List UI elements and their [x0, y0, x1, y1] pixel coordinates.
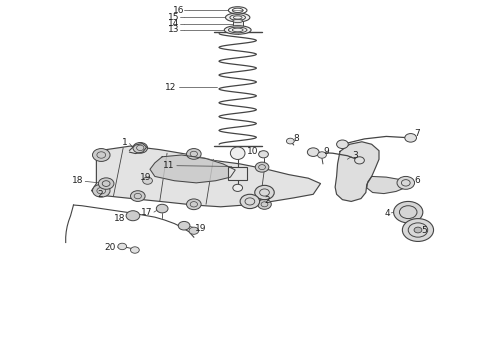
FancyBboxPatch shape [233, 21, 243, 27]
Circle shape [156, 204, 168, 213]
Circle shape [189, 227, 199, 234]
Polygon shape [335, 142, 379, 202]
Circle shape [259, 151, 269, 158]
Circle shape [187, 149, 201, 159]
Circle shape [93, 184, 110, 197]
Circle shape [233, 184, 243, 192]
Text: 9: 9 [323, 147, 329, 156]
Text: 11: 11 [163, 161, 174, 170]
Text: 6: 6 [415, 176, 420, 185]
Circle shape [318, 152, 326, 158]
Text: 3: 3 [352, 151, 358, 160]
Text: 12: 12 [166, 83, 177, 92]
Circle shape [143, 177, 152, 184]
Text: 18: 18 [72, 176, 83, 185]
Text: 4: 4 [384, 210, 390, 219]
Circle shape [130, 191, 145, 202]
Circle shape [130, 247, 139, 253]
Text: 10: 10 [246, 147, 258, 156]
Text: 14: 14 [169, 19, 180, 28]
Ellipse shape [224, 26, 251, 34]
Circle shape [187, 199, 201, 210]
Circle shape [414, 227, 422, 233]
Polygon shape [150, 155, 235, 183]
Circle shape [393, 202, 423, 223]
Text: 17: 17 [141, 208, 152, 217]
Ellipse shape [230, 147, 245, 159]
Circle shape [402, 219, 434, 242]
Polygon shape [367, 176, 406, 194]
Text: 19: 19 [140, 173, 152, 182]
FancyBboxPatch shape [228, 167, 247, 180]
Circle shape [255, 185, 274, 200]
Text: 5: 5 [421, 225, 427, 234]
Circle shape [240, 194, 260, 208]
Text: 2: 2 [265, 196, 270, 205]
Circle shape [307, 148, 319, 157]
Text: 16: 16 [172, 6, 184, 15]
Text: 2: 2 [97, 190, 103, 199]
Ellipse shape [225, 13, 250, 22]
Text: 7: 7 [415, 129, 420, 138]
Text: 8: 8 [294, 134, 299, 143]
Circle shape [337, 140, 348, 149]
Circle shape [287, 138, 294, 144]
Circle shape [405, 134, 416, 142]
Circle shape [255, 162, 269, 172]
Circle shape [355, 157, 365, 164]
Polygon shape [92, 146, 320, 207]
Text: 20: 20 [104, 243, 116, 252]
Text: 15: 15 [168, 13, 180, 22]
Text: 19: 19 [196, 224, 207, 233]
Circle shape [258, 199, 271, 209]
Circle shape [133, 143, 147, 153]
Text: 13: 13 [168, 26, 180, 35]
Circle shape [93, 149, 110, 161]
Text: 1: 1 [122, 138, 128, 147]
Text: 18: 18 [114, 214, 125, 223]
Circle shape [397, 176, 415, 189]
Circle shape [178, 221, 190, 230]
Circle shape [98, 178, 114, 189]
Circle shape [118, 243, 126, 249]
Ellipse shape [233, 19, 243, 23]
Circle shape [126, 211, 140, 221]
